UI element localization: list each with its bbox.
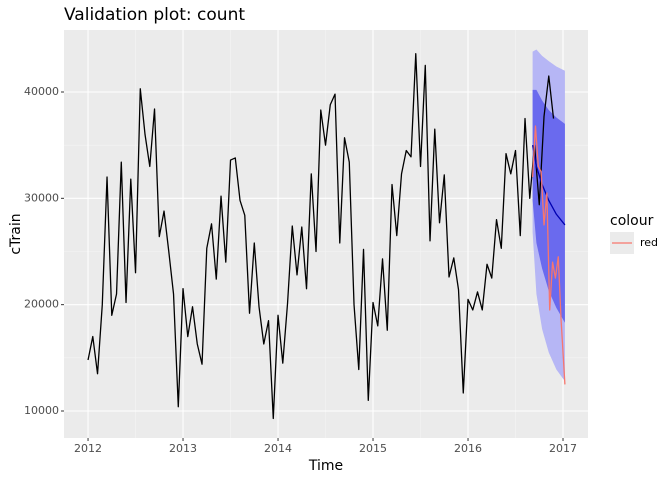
x-axis-label: Time (308, 458, 343, 474)
chart-title: Validation plot: count (64, 5, 245, 25)
legend-title: colour (610, 213, 654, 229)
legend-label: red (640, 236, 658, 249)
x-tick-label: 2013 (169, 442, 197, 455)
series-line (531, 145, 566, 226)
y-tick-label: 30000 (24, 191, 59, 204)
panel (64, 30, 588, 438)
x-tick-label: 2014 (264, 442, 292, 455)
x-tick-label: 2017 (549, 442, 577, 455)
x-tick-label: 2012 (74, 442, 102, 455)
y-tick-label: 40000 (24, 85, 59, 98)
y-axis-label: cTrain (8, 213, 24, 254)
x-tick-label: 2015 (359, 442, 387, 455)
y-tick-label: 20000 (24, 298, 59, 311)
y-tick-label: 10000 (24, 404, 59, 417)
series-line (87, 53, 555, 420)
x-tick-label: 2016 (454, 442, 482, 455)
series-line (531, 125, 566, 385)
